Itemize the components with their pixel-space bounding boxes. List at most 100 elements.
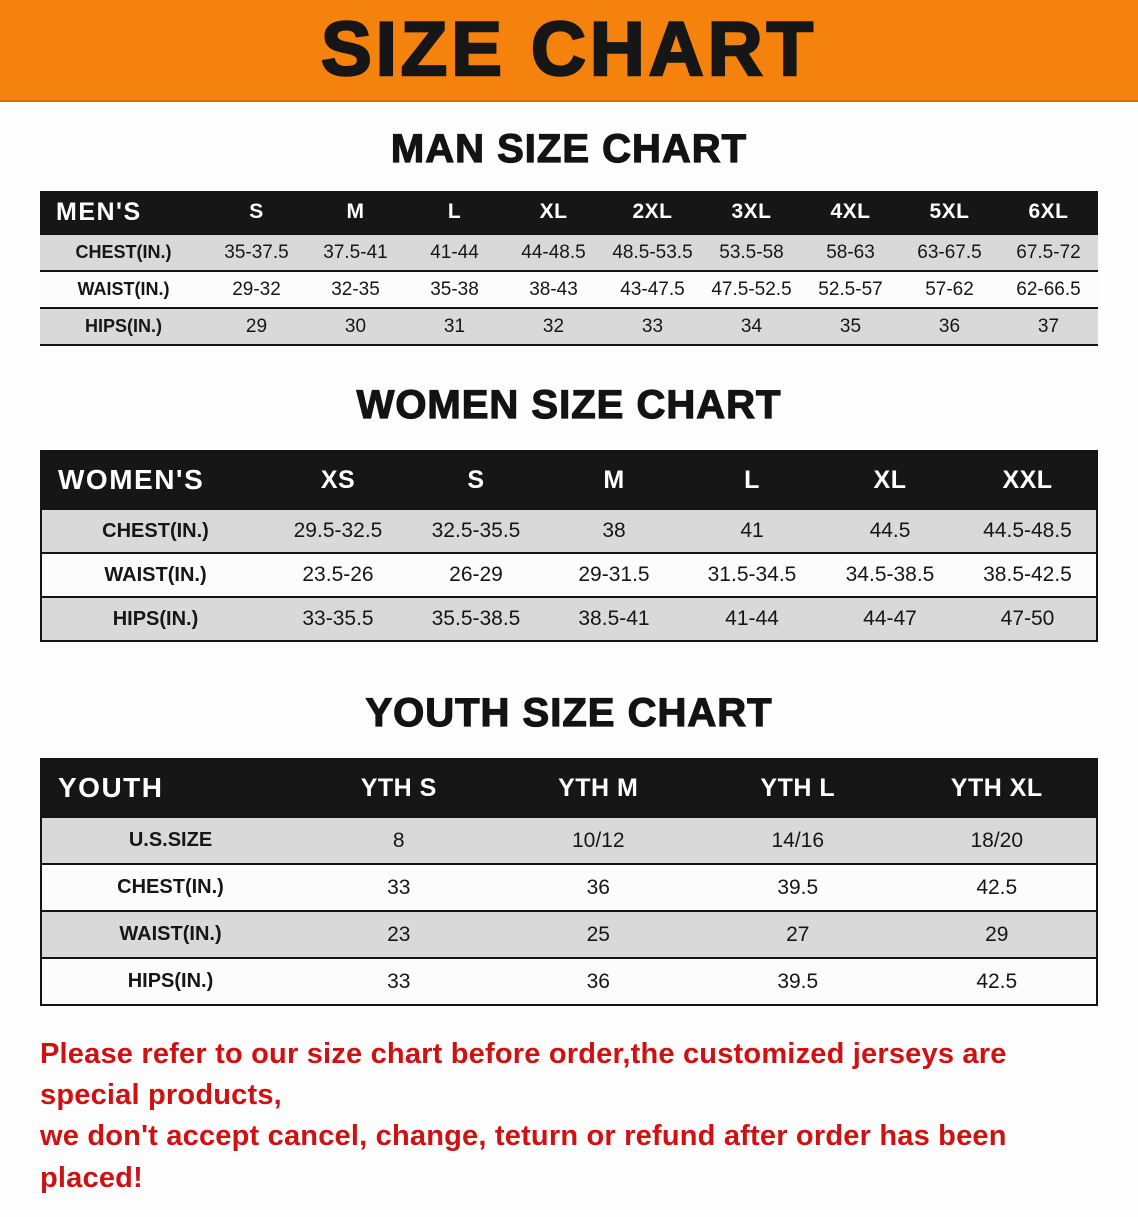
size-value: 14/16	[698, 816, 898, 864]
size-value: 38.5-41	[545, 596, 683, 641]
size-value: 63-67.5	[900, 233, 999, 271]
size-value: 39.5	[698, 863, 898, 911]
row-label: CHEST(IN.)	[41, 508, 269, 553]
youth-col-header: YTH XL	[897, 759, 1097, 817]
size-value: 29-31.5	[545, 552, 683, 597]
size-value: 44.5-48.5	[959, 508, 1097, 553]
size-value: 26-29	[407, 552, 545, 597]
size-value: 31	[405, 307, 504, 345]
size-value: 62-66.5	[999, 270, 1098, 308]
size-value: 25	[498, 910, 698, 958]
size-value: 47.5-52.5	[702, 270, 801, 308]
mens-table-head: MEN'S S M L XL 2XL 3XL 4XL 5XL 6XL	[40, 191, 1098, 234]
womens-table-head: WOMEN'S XS S M L XL XXL	[41, 451, 1097, 509]
men-section: MAN SIZE CHART MEN'S S M L XL 2XL 3XL 4X…	[0, 126, 1138, 346]
size-value: 38-43	[504, 270, 603, 308]
mens-col-header: L	[405, 191, 504, 234]
size-value: 35-38	[405, 270, 504, 308]
youth-section-heading: YOUTH SIZE CHART	[365, 690, 773, 735]
women-section: WOMEN SIZE CHART WOMEN'S XS S M L XL XXL…	[0, 382, 1138, 642]
mens-col-header: S	[207, 191, 306, 234]
order-notice-line2: we don't accept cancel, change, teturn o…	[40, 1120, 1007, 1194]
row-label: CHEST(IN.)	[40, 233, 207, 271]
size-value: 29	[207, 307, 306, 345]
size-value: 36	[900, 307, 999, 345]
size-value: 35.5-38.5	[407, 596, 545, 641]
mens-corner-label: MEN'S	[40, 191, 207, 234]
size-value: 33	[603, 307, 702, 345]
youth-col-header: YTH S	[299, 759, 499, 817]
size-value: 36	[498, 863, 698, 911]
womens-table-body: CHEST(IN.) 29.5-32.5 32.5-35.5 38 41 44.…	[41, 508, 1097, 641]
mens-col-header: 6XL	[999, 191, 1098, 234]
size-value: 33	[299, 863, 499, 911]
size-value: 32.5-35.5	[407, 508, 545, 553]
size-value: 38	[545, 508, 683, 553]
youth-row-hips: HIPS(IN.) 33 36 39.5 42.5	[41, 957, 1097, 1005]
size-value: 48.5-53.5	[603, 233, 702, 271]
row-label: HIPS(IN.)	[40, 307, 207, 345]
size-value: 53.5-58	[702, 233, 801, 271]
mens-table-body: CHEST(IN.) 35-37.5 37.5-41 41-44 44-48.5…	[40, 233, 1098, 345]
men-section-heading: MAN SIZE CHART	[390, 126, 748, 171]
size-value: 47-50	[959, 596, 1097, 641]
womens-row-hips: HIPS(IN.) 33-35.5 35.5-38.5 38.5-41 41-4…	[41, 596, 1097, 641]
size-value: 33	[299, 957, 499, 1005]
mens-col-header: M	[306, 191, 405, 234]
mens-row-hips: HIPS(IN.) 29 30 31 32 33 34 35 36 37	[40, 307, 1098, 345]
size-value: 41-44	[683, 596, 821, 641]
womens-col-header: XL	[821, 451, 959, 509]
size-value: 42.5	[897, 957, 1097, 1005]
order-notice: Please refer to our size chart before or…	[40, 1034, 1098, 1199]
size-value: 42.5	[897, 863, 1097, 911]
size-value: 39.5	[698, 957, 898, 1005]
womens-header-row: WOMEN'S XS S M L XL XXL	[41, 451, 1097, 509]
banner-title: SIZE CHART	[320, 7, 817, 92]
size-value: 29	[897, 910, 1097, 958]
size-value: 67.5-72	[999, 233, 1098, 271]
youth-table-head: YOUTH YTH S YTH M YTH L YTH XL	[41, 759, 1097, 817]
size-value: 30	[306, 307, 405, 345]
youth-header-row: YOUTH YTH S YTH M YTH L YTH XL	[41, 759, 1097, 817]
size-value: 29.5-32.5	[269, 508, 407, 553]
row-label: WAIST(IN.)	[41, 910, 299, 958]
mens-col-header: 3XL	[702, 191, 801, 234]
size-value: 57-62	[900, 270, 999, 308]
womens-row-waist: WAIST(IN.) 23.5-26 26-29 29-31.5 31.5-34…	[41, 552, 1097, 597]
youth-col-header: YTH M	[498, 759, 698, 817]
youth-section: YOUTH SIZE CHART YOUTH YTH S YTH M YTH L…	[0, 690, 1138, 1006]
youth-size-table: YOUTH YTH S YTH M YTH L YTH XL U.S.SIZE …	[40, 758, 1098, 1006]
size-chart-banner: SIZE CHART	[0, 0, 1138, 102]
size-value: 44-47	[821, 596, 959, 641]
size-value: 35-37.5	[207, 233, 306, 271]
mens-col-header: XL	[504, 191, 603, 234]
row-label: HIPS(IN.)	[41, 596, 269, 641]
size-value: 37	[999, 307, 1098, 345]
size-value: 32-35	[306, 270, 405, 308]
youth-row-waist: WAIST(IN.) 23 25 27 29	[41, 910, 1097, 958]
size-value: 52.5-57	[801, 270, 900, 308]
womens-corner-label: WOMEN'S	[41, 451, 269, 509]
size-value: 37.5-41	[306, 233, 405, 271]
womens-col-header: L	[683, 451, 821, 509]
order-notice-line1: Please refer to our size chart before or…	[40, 1038, 1007, 1112]
size-value: 34.5-38.5	[821, 552, 959, 597]
youth-row-chest: CHEST(IN.) 33 36 39.5 42.5	[41, 863, 1097, 911]
size-value: 41	[683, 508, 821, 553]
size-value: 36	[498, 957, 698, 1005]
row-label: WAIST(IN.)	[41, 552, 269, 597]
size-value: 44-48.5	[504, 233, 603, 271]
size-value: 29-32	[207, 270, 306, 308]
size-value: 43-47.5	[603, 270, 702, 308]
size-value: 23.5-26	[269, 552, 407, 597]
size-value: 35	[801, 307, 900, 345]
womens-col-header: XXL	[959, 451, 1097, 509]
row-label: HIPS(IN.)	[41, 957, 299, 1005]
size-value: 31.5-34.5	[683, 552, 821, 597]
mens-row-chest: CHEST(IN.) 35-37.5 37.5-41 41-44 44-48.5…	[40, 233, 1098, 271]
youth-col-header: YTH L	[698, 759, 898, 817]
size-value: 33-35.5	[269, 596, 407, 641]
womens-col-header: M	[545, 451, 683, 509]
womens-col-header: XS	[269, 451, 407, 509]
